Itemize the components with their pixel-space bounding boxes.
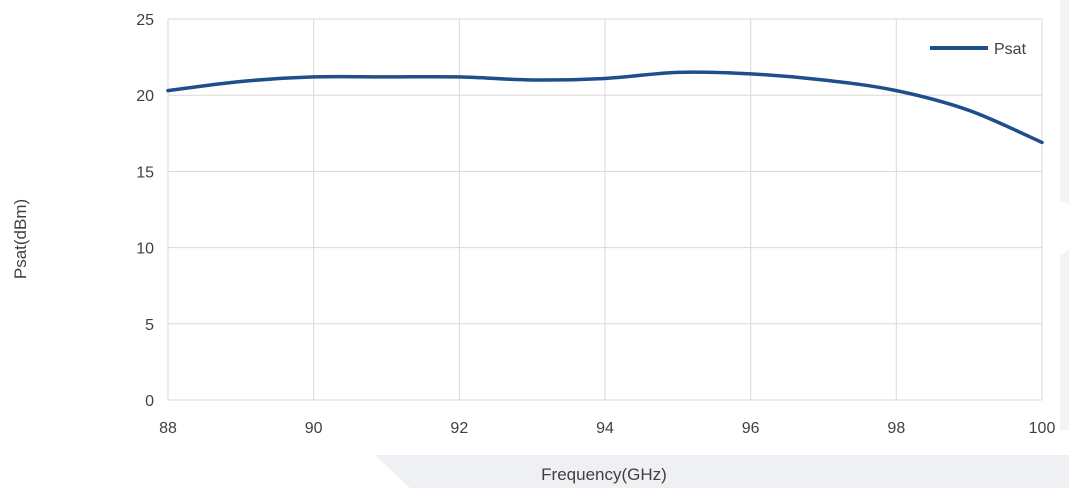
series-layer xyxy=(166,70,1044,145)
x-tick-label: 94 xyxy=(596,420,614,437)
x-tick-label: 90 xyxy=(305,420,323,437)
x-tick-label: 98 xyxy=(887,420,905,437)
x-tick-label: 88 xyxy=(159,420,177,437)
background-shape-right-top xyxy=(1060,0,1069,205)
y-tick-label: 15 xyxy=(136,164,154,181)
grid xyxy=(167,18,1043,401)
y-tick-label: 5 xyxy=(145,317,154,334)
y-axis-title: Psat(dBm) xyxy=(11,199,30,279)
x-tick-label: 100 xyxy=(1029,420,1056,437)
y-tick-label: 25 xyxy=(136,12,154,29)
y-tick-label: 0 xyxy=(145,393,154,410)
y-tick-label: 10 xyxy=(136,241,154,258)
x-tick-label: 96 xyxy=(742,420,760,437)
x-tick-label: 92 xyxy=(450,420,468,437)
axes: 0 5 10 15 20 25 88 90 92 94 96 98 100 xyxy=(136,12,1055,437)
series-line-psat xyxy=(166,70,1044,145)
x-axis-title: Frequency(GHz) xyxy=(541,465,667,484)
background-shape-bottom xyxy=(375,455,1069,488)
legend: Psat xyxy=(930,41,1027,58)
legend-label-psat: Psat xyxy=(994,41,1027,58)
y-tick-label: 20 xyxy=(136,88,154,105)
background-shape-right-bottom xyxy=(1060,250,1069,430)
